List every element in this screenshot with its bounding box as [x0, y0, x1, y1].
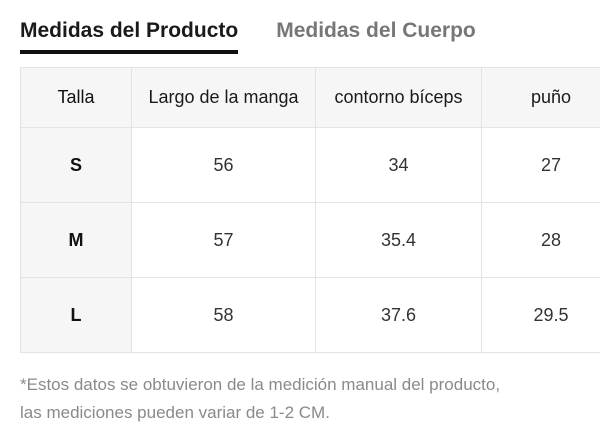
sleeve-length-cell: 57	[131, 202, 316, 278]
cuff-cell: 29.5	[481, 277, 600, 353]
bicep-cell: 37.6	[315, 277, 482, 353]
table-row: S 56 34 27	[20, 127, 600, 203]
size-cell: L	[20, 277, 132, 353]
bicep-cell: 35.4	[315, 202, 482, 278]
bicep-cell: 34	[315, 127, 482, 203]
tab-product-measurements[interactable]: Medidas del Producto	[20, 0, 239, 54]
header-bicep-circumference: contorno bíceps	[315, 67, 482, 128]
note-line-2: las mediciones pueden variar de 1-2 CM.	[20, 403, 330, 422]
tab-body-measurements[interactable]: Medidas del Cuerpo	[276, 19, 476, 42]
table-header-row: Talla Largo de la manga contorno bíceps …	[20, 67, 600, 128]
note-line-1: *Estos datos se obtuvieron de la medició…	[20, 375, 501, 394]
measurement-tabs: Medidas del Producto Medidas del Cuerpo	[20, 0, 476, 56]
header-cuff: puño	[481, 67, 600, 128]
size-table: Talla Largo de la manga contorno bíceps …	[20, 67, 600, 353]
size-cell: M	[20, 202, 132, 278]
sleeve-length-cell: 56	[131, 127, 316, 203]
cuff-cell: 28	[481, 202, 600, 278]
header-size: Talla	[20, 67, 132, 128]
cuff-cell: 27	[481, 127, 600, 203]
table-row: M 57 35.4 28	[20, 202, 600, 278]
size-cell: S	[20, 127, 132, 203]
size-table-container: Talla Largo de la manga contorno bíceps …	[20, 67, 600, 353]
sleeve-length-cell: 58	[131, 277, 316, 353]
measurement-note: *Estos datos se obtuvieron de la medició…	[20, 371, 590, 427]
table-row: L 58 37.6 29.5	[20, 277, 600, 353]
header-sleeve-length: Largo de la manga	[131, 67, 316, 128]
